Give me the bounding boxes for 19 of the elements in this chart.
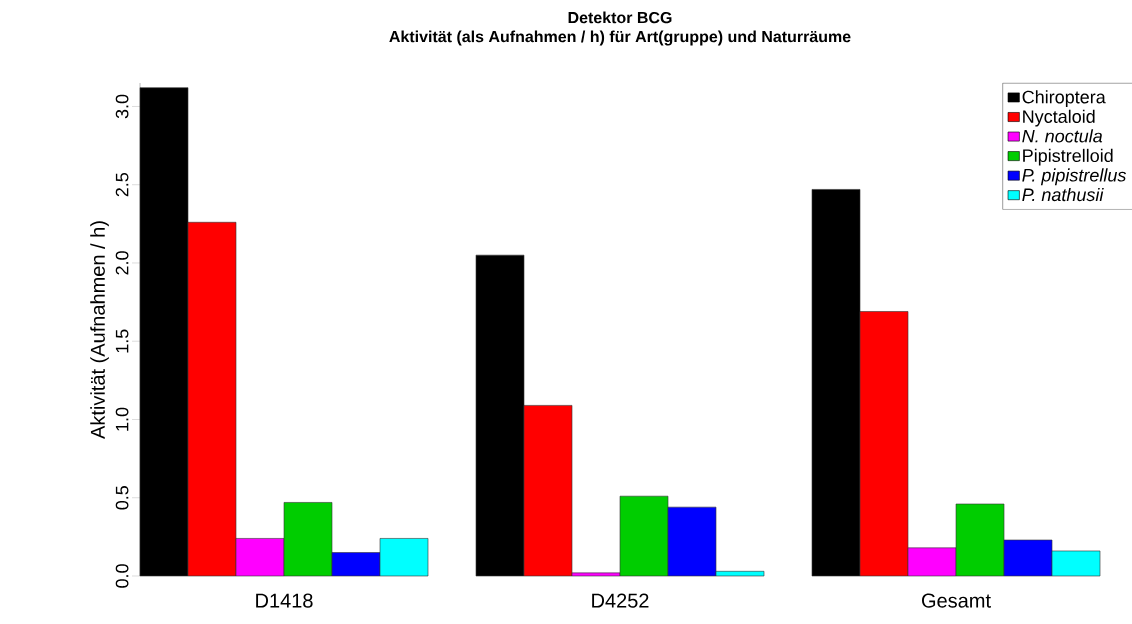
legend-label: N. noctula <box>1022 129 1103 143</box>
legend-label: P. nathusii <box>1022 187 1104 202</box>
chart-subtitle: Aktivität (als Aufnahmen / h) für Art(gruppe) und Naturräume <box>389 30 851 46</box>
legend-label: Nyctaloid <box>1023 109 1095 127</box>
y-axis-title: Aktivität (Aufnahmen / h) <box>90 221 109 439</box>
y-tick-label: 2.5 <box>115 172 129 197</box>
y-tick-label: 2.0 <box>115 251 129 275</box>
x-tick-label: Gesamt <box>922 593 991 608</box>
x-tick-label: D1418 <box>256 593 313 608</box>
y-tick-label: 0.0 <box>115 564 129 588</box>
y-tick-label: 0.5 <box>115 485 129 510</box>
y-tick-label: 1.5 <box>115 329 129 353</box>
legend-label: Pipistrelloid <box>1023 148 1113 166</box>
x-tick-label: D4252 <box>592 593 649 608</box>
y-tick-label: 1.0 <box>115 407 129 431</box>
y-tick-label: 3.0 <box>115 94 129 119</box>
legend-label: Chiroptera <box>1022 90 1106 107</box>
chart-title: Detektor BCG <box>568 11 672 24</box>
legend-label: P. pipistrellus <box>1022 168 1127 186</box>
